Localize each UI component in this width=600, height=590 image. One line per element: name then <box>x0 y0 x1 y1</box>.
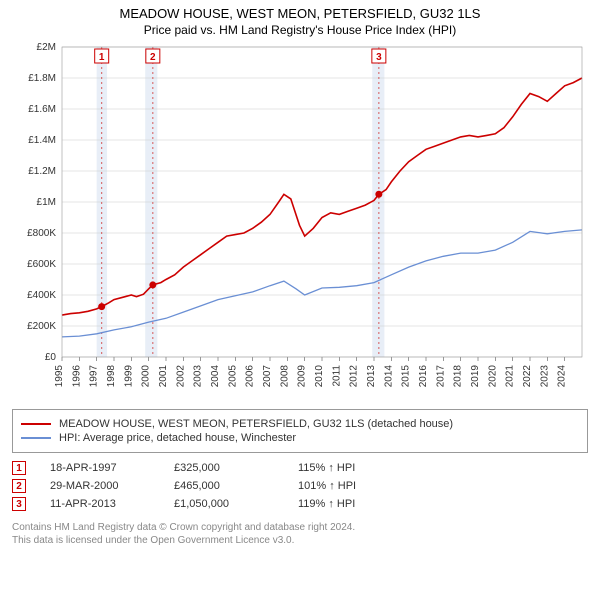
x-tick-label: 2016 <box>418 365 429 388</box>
x-tick-label: 2008 <box>279 365 290 388</box>
x-tick-label: 2007 <box>262 365 273 388</box>
legend-label: MEADOW HOUSE, WEST MEON, PETERSFIELD, GU… <box>59 418 453 430</box>
legend-label: HPI: Average price, detached house, Winc… <box>59 432 296 444</box>
sales-price: £1,050,000 <box>174 498 274 510</box>
x-tick-label: 2010 <box>314 365 325 388</box>
sales-hpi: 101% ↑ HPI <box>298 480 398 492</box>
sales-marker-box: 1 <box>12 461 26 475</box>
x-tick-label: 1997 <box>89 365 100 388</box>
x-tick-label: 2005 <box>227 365 238 388</box>
y-tick-label: £1.4M <box>28 135 56 146</box>
y-tick-label: £1.6M <box>28 104 56 115</box>
x-tick-label: 2023 <box>539 365 550 388</box>
x-tick-label: 1999 <box>123 365 134 388</box>
x-tick-label: 2013 <box>366 365 377 388</box>
y-tick-label: £600K <box>27 259 56 270</box>
title-line-2: Price paid vs. HM Land Registry's House … <box>12 23 588 37</box>
sales-date: 18-APR-1997 <box>50 462 150 474</box>
footer: Contains HM Land Registry data © Crown c… <box>12 521 588 547</box>
sale-point <box>98 303 105 310</box>
x-tick-label: 1996 <box>71 365 82 388</box>
x-tick-label: 2018 <box>453 365 464 388</box>
y-tick-label: £1.8M <box>28 73 56 84</box>
x-tick-label: 2002 <box>175 365 186 388</box>
sale-marker-label: 3 <box>376 52 382 63</box>
sales-row: 2 29-MAR-2000 £465,000 101% ↑ HPI <box>12 479 588 493</box>
x-tick-label: 1995 <box>54 365 65 388</box>
x-tick-label: 2009 <box>297 365 308 388</box>
sales-date: 29-MAR-2000 <box>50 480 150 492</box>
sales-marker-box: 2 <box>12 479 26 493</box>
sale-marker-label: 2 <box>150 52 156 63</box>
series-hpi <box>62 230 582 337</box>
sale-point <box>375 191 382 198</box>
y-tick-label: £1M <box>37 197 56 208</box>
title-line-1: MEADOW HOUSE, WEST MEON, PETERSFIELD, GU… <box>12 6 588 21</box>
x-tick-label: 2022 <box>522 365 533 388</box>
x-tick-label: 2000 <box>141 365 152 388</box>
y-tick-label: £2M <box>37 42 56 53</box>
sales-row: 3 11-APR-2013 £1,050,000 119% ↑ HPI <box>12 497 588 511</box>
sales-price: £465,000 <box>174 480 274 492</box>
sales-row: 1 18-APR-1997 £325,000 115% ↑ HPI <box>12 461 588 475</box>
x-tick-label: 2006 <box>245 365 256 388</box>
sale-marker-label: 1 <box>99 52 105 63</box>
sales-hpi: 119% ↑ HPI <box>298 498 398 510</box>
x-tick-label: 2021 <box>505 365 516 388</box>
legend: MEADOW HOUSE, WEST MEON, PETERSFIELD, GU… <box>12 409 588 453</box>
chart-container: MEADOW HOUSE, WEST MEON, PETERSFIELD, GU… <box>0 0 600 590</box>
x-tick-label: 2012 <box>349 365 360 388</box>
x-tick-label: 2011 <box>331 365 342 387</box>
y-tick-label: £200K <box>27 321 56 332</box>
series-property <box>62 78 582 315</box>
x-tick-label: 1998 <box>106 365 117 388</box>
sales-date: 11-APR-2013 <box>50 498 150 510</box>
x-tick-label: 2015 <box>401 365 412 388</box>
x-tick-label: 2004 <box>210 365 221 388</box>
title-block: MEADOW HOUSE, WEST MEON, PETERSFIELD, GU… <box>12 6 588 37</box>
chart-svg: £0 £200K £400K £600K £800K £1M £1.2M £1.4M £1.6M… <box>12 41 588 401</box>
legend-row: MEADOW HOUSE, WEST MEON, PETERSFIELD, GU… <box>21 418 579 430</box>
y-tick-label: £0 <box>45 352 57 363</box>
sales-marker-box: 3 <box>12 497 26 511</box>
legend-swatch <box>21 423 51 425</box>
sale-point <box>149 281 156 288</box>
x-tick-label: 2014 <box>383 365 394 388</box>
x-tick-label: 2020 <box>487 365 498 388</box>
y-tick-label: £1.2M <box>28 166 56 177</box>
y-tick-label: £400K <box>27 290 56 301</box>
sales-price: £325,000 <box>174 462 274 474</box>
chart-area: £0 £200K £400K £600K £800K £1M £1.2M £1.4M £1.6M… <box>12 41 588 401</box>
x-tick-label: 2017 <box>435 365 446 388</box>
y-tick-label: £800K <box>27 228 56 239</box>
footer-line-1: Contains HM Land Registry data © Crown c… <box>12 521 588 534</box>
legend-row: HPI: Average price, detached house, Winc… <box>21 432 579 444</box>
x-tick-label: 2019 <box>470 365 481 388</box>
sales-table: 1 18-APR-1997 £325,000 115% ↑ HPI 2 29-MAR-20… <box>12 461 588 511</box>
legend-swatch <box>21 437 51 439</box>
sales-hpi: 115% ↑ HPI <box>298 462 398 474</box>
x-tick-label: 2001 <box>158 365 169 388</box>
x-tick-label: 2024 <box>557 365 568 388</box>
x-tick-label: 2003 <box>193 365 204 388</box>
footer-line-2: This data is licensed under the Open Gov… <box>12 534 588 547</box>
